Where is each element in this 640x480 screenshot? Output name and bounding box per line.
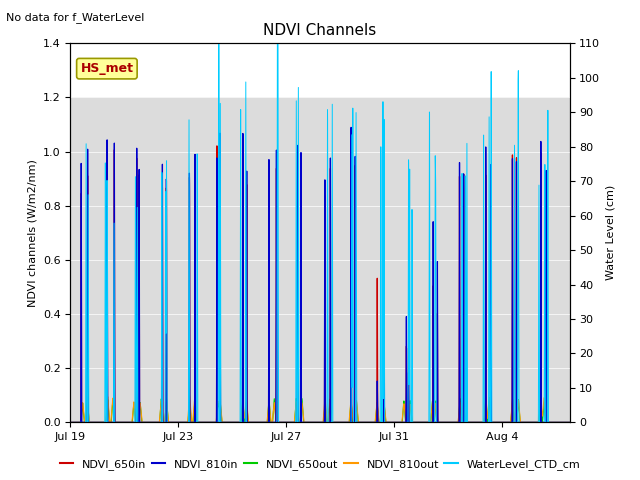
Text: No data for f_WaterLevel: No data for f_WaterLevel: [6, 12, 145, 23]
Text: HS_met: HS_met: [81, 62, 133, 75]
Bar: [70, 97, 570, 422]
Y-axis label: NDVI channels (W/m2/nm): NDVI channels (W/m2/nm): [28, 159, 37, 307]
Legend: NDVI_650in, NDVI_810in, NDVI_650out, NDVI_810out, WaterLevel_CTD_cm: NDVI_650in, NDVI_810in, NDVI_650out, NDV…: [55, 455, 585, 474]
Title: NDVI Channels: NDVI Channels: [264, 23, 376, 38]
Y-axis label: Water Level (cm): Water Level (cm): [606, 185, 616, 280]
